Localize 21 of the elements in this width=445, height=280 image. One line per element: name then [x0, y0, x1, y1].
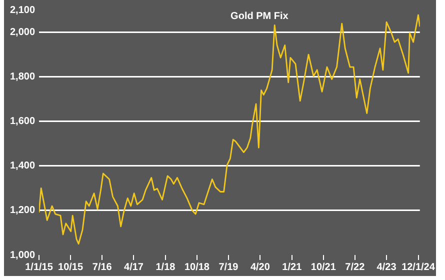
- y-tick-label: 1,800: [10, 72, 36, 83]
- y-tick-label: 2,100: [10, 4, 36, 16]
- x-tick-label: 10/21: [310, 262, 336, 273]
- x-tick-label: 12/1/24: [402, 262, 436, 273]
- y-tick-label: 1,400: [10, 160, 36, 172]
- x-tick-label: 4/20: [250, 262, 270, 273]
- y-tick-label: 2,000: [10, 27, 36, 38]
- x-tick-label: 4/23: [376, 262, 397, 273]
- x-tick-label: 10/18: [184, 262, 210, 273]
- x-tick-label: 7/16: [92, 262, 112, 273]
- y-tick-label: 1,600: [10, 116, 36, 128]
- x-tick-label: 4/17: [124, 262, 144, 273]
- chart-title: Gold PM Fix: [230, 10, 289, 22]
- x-tick-label: 7/22: [345, 262, 366, 273]
- x-tick-label: 7/19: [218, 262, 239, 273]
- x-tick-label: 1/21: [282, 262, 302, 273]
- x-tick-label: 10/15: [58, 262, 84, 273]
- y-tick-label: 1,200: [10, 205, 36, 216]
- x-tick-label: 1/18: [156, 262, 176, 273]
- y-tick-label: 1,000: [10, 250, 36, 261]
- x-tick-label: 1/1/15: [25, 262, 54, 273]
